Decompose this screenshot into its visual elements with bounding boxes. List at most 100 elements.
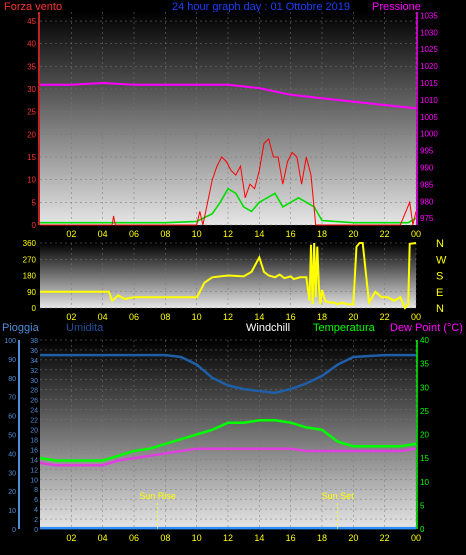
series-gust — [40, 187, 417, 224]
x-tick-label: 16 — [286, 312, 296, 322]
y-tick-label-temperature: 30 — [420, 383, 429, 392]
y-tick-label-temperature: 5 — [420, 501, 425, 510]
y-tick-label-pressure: 1000 — [420, 130, 438, 139]
y-tick-label-humidity: 34 — [30, 358, 38, 365]
y-tick-label-humidity: 14 — [30, 457, 38, 464]
sun-label: Sun Set — [322, 491, 355, 501]
x-tick-label: 00 — [411, 312, 421, 322]
y-tick-label-rain: 80 — [8, 376, 16, 383]
y-tick-label-humidity: 32 — [30, 368, 38, 375]
x-tick-label: 04 — [98, 533, 108, 543]
compass-label: W — [436, 254, 447, 266]
y-tick-label-wind: 0 — [32, 221, 37, 230]
x-tick-label: 16 — [286, 229, 296, 239]
compass-label: E — [436, 287, 443, 299]
y-tick-label-rain: 70 — [8, 395, 16, 402]
x-tick-label: 06 — [129, 312, 139, 322]
x-tick-label: 04 — [98, 229, 108, 239]
page-title: 24 hour graph day : 01 Ottobre 2019 — [172, 1, 350, 13]
x-tick-label: 22 — [380, 533, 390, 543]
y-tick-label-direction: 270 — [23, 255, 37, 264]
sun-annotations: Sun Rise Sun Set — [139, 491, 354, 529]
y-tick-label-rain: 20 — [8, 489, 16, 496]
y-tick-label-pressure: 980 — [420, 197, 434, 206]
header-right-label: Pressione — [372, 1, 421, 13]
x-tick-label: 22 — [380, 229, 390, 239]
y-tick-label-humidity: 30 — [30, 378, 38, 385]
series-direction — [40, 242, 417, 310]
y-tick-label-temperature: 10 — [420, 478, 429, 487]
y-tick-label-wind: 20 — [27, 130, 36, 139]
grid-wind-pressure — [40, 12, 417, 226]
y-tick-label-pressure: 975 — [420, 214, 434, 223]
y-tick-label-wind: 45 — [27, 17, 36, 26]
series-temperature-humidity — [39, 353, 417, 530]
y-tick-label-temperature: 15 — [420, 454, 429, 463]
y-tick-label-rain: 60 — [8, 414, 16, 421]
series-wind-pressure — [40, 81, 417, 226]
x-tick-label: 02 — [66, 229, 76, 239]
x-tick-label: 02 — [66, 533, 76, 543]
legend-umidita: Umidita — [66, 322, 104, 334]
y-tick-label-rain: 90 — [8, 357, 16, 364]
x-tick-label: 18 — [317, 312, 327, 322]
y-tick-label-humidity: 36 — [30, 348, 38, 355]
x-tick-label: 14 — [254, 533, 264, 543]
series-humidity — [40, 353, 416, 395]
x-tick-label: 18 — [317, 533, 327, 543]
y-tick-label-pressure: 995 — [420, 147, 434, 156]
series-wind-direction — [40, 242, 417, 310]
x-tick-label: 00 — [411, 533, 421, 543]
grid-wind-direction — [40, 242, 417, 309]
series-pressure — [40, 81, 417, 110]
axis-ticks: 0510152025303540459759809859909951000100… — [4, 11, 438, 543]
y-tick-label-humidity: 0 — [34, 527, 38, 534]
x-tick-label: 18 — [317, 229, 327, 239]
y-tick-label-humidity: 16 — [30, 447, 38, 454]
y-tick-label-wind: 40 — [27, 40, 36, 49]
x-tick-label: 08 — [160, 312, 170, 322]
y-tick-label-humidity: 18 — [30, 437, 38, 444]
x-tick-label: 08 — [160, 533, 170, 543]
y-tick-label-pressure: 1020 — [420, 62, 438, 71]
x-tick-label: 20 — [348, 533, 358, 543]
y-tick-label-rain: 0 — [12, 527, 16, 534]
y-tick-label-humidity: 8 — [34, 487, 38, 494]
y-tick-label-direction: 180 — [23, 272, 37, 281]
y-tick-label-humidity: 22 — [30, 418, 38, 425]
y-tick-label-humidity: 4 — [34, 507, 38, 514]
y-tick-label-pressure: 1015 — [420, 79, 438, 88]
y-tick-label-pressure: 990 — [420, 164, 434, 173]
compass-label: S — [436, 271, 443, 283]
compass-label: N — [436, 303, 444, 315]
series-wind — [40, 137, 417, 226]
y-tick-label-wind: 5 — [32, 198, 37, 207]
x-tick-label: 16 — [286, 533, 296, 543]
y-tick-label-direction: 360 — [23, 239, 37, 248]
y-tick-label-wind: 35 — [27, 62, 36, 71]
x-tick-label: 10 — [192, 533, 202, 543]
header-left-label: Forza vento — [4, 1, 62, 13]
x-tick-label: 10 — [192, 312, 202, 322]
y-tick-label-wind: 10 — [27, 176, 36, 185]
y-tick-label-humidity: 10 — [30, 477, 38, 484]
sun-label: Sun Rise — [139, 491, 176, 501]
x-tick-label: 08 — [160, 229, 170, 239]
x-tick-label: 04 — [98, 312, 108, 322]
x-tick-label: 06 — [129, 533, 139, 543]
y-tick-label-pressure: 1025 — [420, 45, 438, 54]
x-tick-label: 12 — [223, 533, 233, 543]
x-tick-label: 02 — [66, 312, 76, 322]
y-tick-label-temperature: 20 — [420, 431, 429, 440]
legend-windchill: Windchill — [246, 322, 290, 334]
y-tick-label-humidity: 24 — [30, 408, 38, 415]
y-tick-label-humidity: 38 — [30, 338, 38, 345]
legend-temperatura: Temperatura — [313, 322, 376, 334]
y-tick-label-rain: 100 — [4, 338, 16, 345]
x-tick-label: 14 — [254, 312, 264, 322]
x-tick-label: 14 — [254, 229, 264, 239]
grid-temperature-humidity — [40, 339, 417, 530]
x-tick-label: 22 — [380, 312, 390, 322]
series-dewpoint — [39, 447, 417, 467]
